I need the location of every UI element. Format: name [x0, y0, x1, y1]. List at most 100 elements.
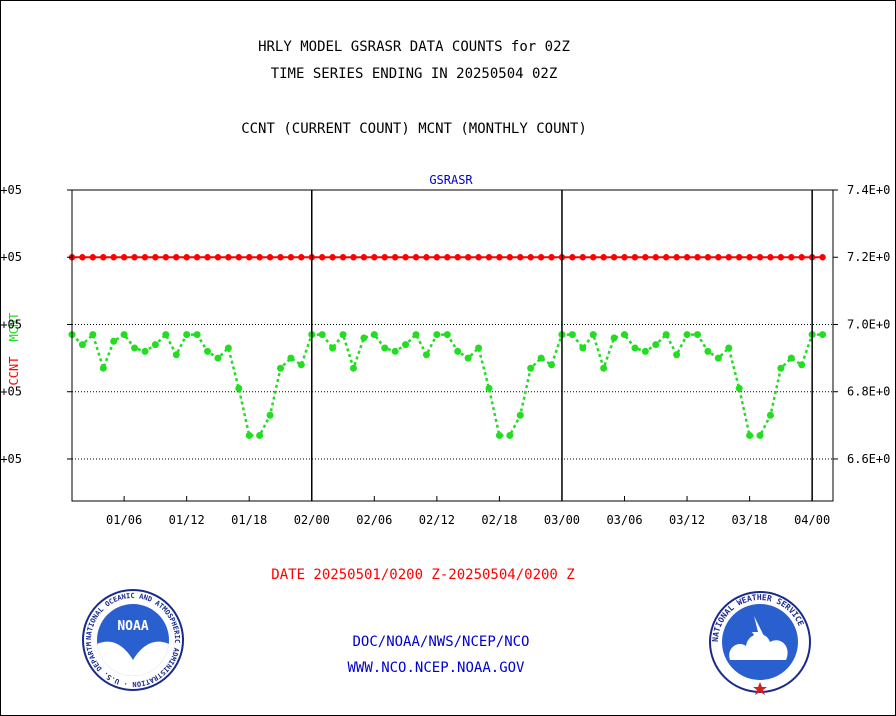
point-ccnt-58 [673, 254, 680, 261]
point-ccnt-22 [298, 254, 305, 261]
point-mcnt-9 [162, 331, 170, 339]
point-mcnt-29 [370, 331, 378, 339]
point-ccnt-65 [746, 254, 753, 261]
xtick-label-6: 02/18 [481, 513, 517, 527]
series-mcnt [68, 331, 827, 439]
point-ccnt-2 [89, 254, 97, 261]
point-ccnt-14 [214, 254, 222, 261]
point-ccnt-4 [110, 254, 117, 261]
ytick-left-label-4: .6E+05 [0, 452, 22, 466]
ytick-right-label-1: 7.2E+0 [847, 250, 890, 264]
point-ccnt-64 [735, 254, 743, 261]
point-ccnt-43 [517, 254, 524, 261]
point-mcnt-3 [99, 364, 107, 372]
xtick-label-5: 02/12 [419, 513, 455, 527]
point-mcnt-4 [110, 337, 118, 345]
point-ccnt-48 [569, 254, 576, 261]
point-ccnt-36 [444, 254, 451, 261]
noaa-logo-text: NOAA [117, 619, 148, 634]
point-ccnt-57 [663, 254, 670, 261]
point-ccnt-31 [391, 254, 399, 261]
point-ccnt-37 [454, 254, 461, 261]
ytick-left-label-3: .8E+05 [0, 385, 22, 399]
point-ccnt-41 [496, 254, 503, 261]
nws-cloud-icon [729, 634, 788, 660]
point-ccnt-18 [256, 254, 263, 261]
point-ccnt-67 [767, 254, 774, 261]
chart-title-line1: HRLY MODEL GSRASR DATA COUNTS for 02Z [258, 39, 570, 55]
point-ccnt-45 [537, 254, 545, 261]
point-mcnt-38 [464, 354, 472, 362]
point-ccnt-5 [120, 254, 128, 261]
point-mcnt-15 [224, 344, 232, 352]
point-ccnt-15 [225, 254, 232, 261]
point-mcnt-56 [652, 341, 660, 349]
point-mcnt-1 [78, 341, 86, 349]
date-range-label: DATE 20250501/0200 Z-20250504/0200 Z [271, 567, 574, 583]
point-ccnt-33 [412, 254, 420, 261]
point-mcnt-45 [537, 354, 545, 362]
org-label: DOC/NOAA/NWS/NCEP/NCO [352, 634, 529, 650]
point-ccnt-68 [777, 254, 785, 261]
point-mcnt-54 [631, 344, 639, 352]
point-ccnt-51 [600, 254, 607, 261]
point-ccnt-20 [277, 254, 284, 261]
point-mcnt-36 [443, 331, 451, 339]
point-ccnt-27 [350, 254, 357, 261]
url-label: WWW.NCO.NCEP.NOAA.GOV [347, 660, 525, 676]
point-mcnt-63 [725, 344, 733, 352]
point-mcnt-66 [756, 431, 764, 439]
point-ccnt-30 [381, 254, 388, 261]
ylabel-ccnt: CCNT [7, 357, 21, 386]
point-mcnt-60 [693, 331, 701, 339]
y-ticks-right: 7.4E+0 7.2E+0 7.0E+0 6.8E+0 6.6E+0 [833, 183, 890, 466]
grid-lines [72, 323, 833, 460]
point-mcnt-13 [204, 347, 212, 355]
point-ccnt-63 [725, 254, 732, 261]
point-mcnt-42 [506, 431, 514, 439]
point-mcnt-46 [548, 361, 556, 369]
nws-lightning-icon [752, 616, 768, 656]
point-ccnt-9 [162, 254, 170, 261]
point-mcnt-72 [819, 331, 827, 339]
xtick-label-0: 01/06 [106, 513, 142, 527]
ytick-right-label-4: 6.6E+0 [847, 452, 890, 466]
point-mcnt-31 [391, 347, 399, 355]
point-mcnt-37 [454, 347, 462, 355]
point-mcnt-5 [120, 331, 128, 339]
point-mcnt-6 [131, 344, 139, 352]
point-mcnt-14 [214, 354, 222, 362]
ytick-right-label-0: 7.4E+0 [847, 183, 890, 197]
y-ticks-left: .4E+05 .2E+05 E+05 .8E+05 .6E+05 [0, 183, 72, 466]
ytick-right-label-3: 6.8E+0 [847, 385, 890, 399]
point-mcnt-22 [297, 361, 305, 369]
point-mcnt-52 [610, 334, 618, 342]
point-ccnt-26 [339, 254, 347, 261]
point-ccnt-69 [788, 254, 795, 261]
noaa-bird-icon [97, 641, 169, 676]
point-mcnt-67 [766, 411, 774, 419]
point-mcnt-50 [589, 331, 597, 339]
point-ccnt-19 [266, 254, 274, 261]
point-mcnt-17 [245, 431, 253, 439]
xtick-label-11: 04/00 [794, 513, 830, 527]
point-ccnt-16 [235, 254, 242, 261]
point-ccnt-39 [475, 254, 482, 261]
point-mcnt-12 [193, 331, 201, 339]
point-mcnt-49 [579, 344, 587, 352]
xtick-label-4: 02/06 [356, 513, 392, 527]
point-ccnt-10 [173, 254, 180, 261]
xtick-label-8: 03/06 [606, 513, 642, 527]
point-ccnt-46 [548, 254, 555, 261]
point-ccnt-7 [141, 254, 149, 261]
point-mcnt-34 [422, 351, 430, 359]
point-mcnt-21 [287, 354, 295, 362]
point-mcnt-10 [172, 351, 180, 359]
point-mcnt-33 [412, 331, 420, 339]
point-ccnt-55 [642, 254, 649, 261]
ytick-left-label-0: .4E+05 [0, 183, 22, 197]
point-ccnt-35 [433, 254, 441, 261]
point-ccnt-13 [204, 254, 211, 261]
